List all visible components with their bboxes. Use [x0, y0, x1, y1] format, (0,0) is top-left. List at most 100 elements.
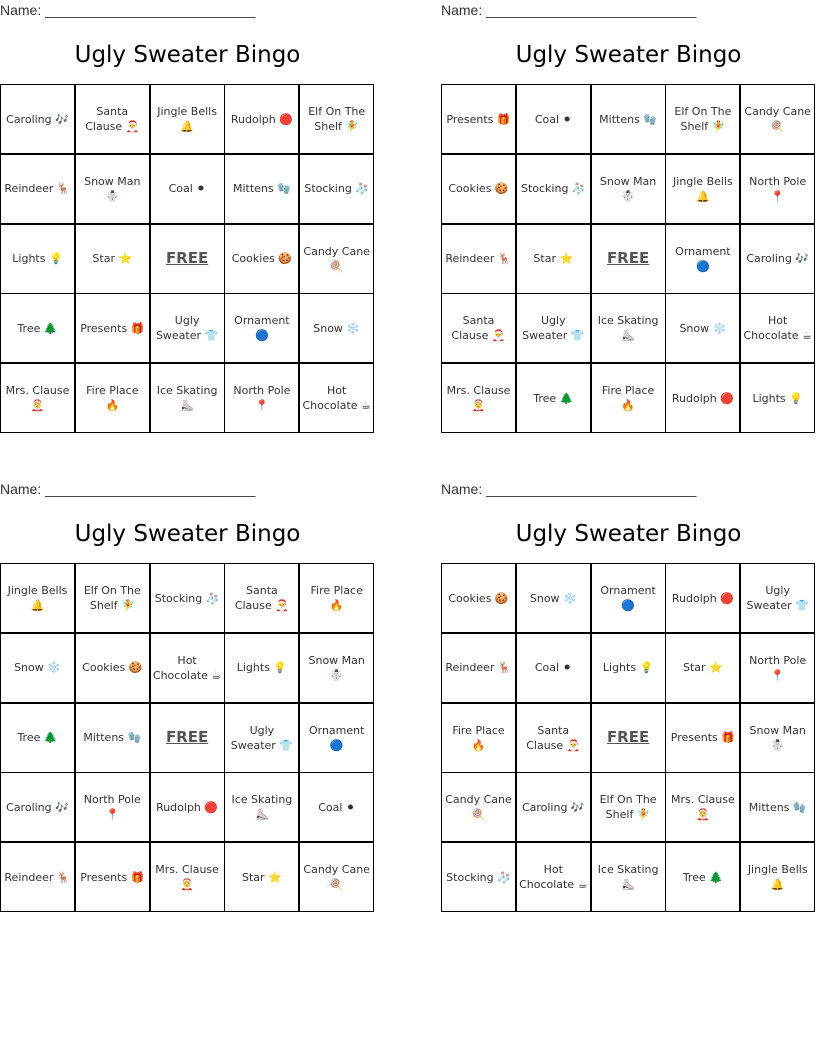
bingo-cell: Ice Skating ⛸️: [590, 293, 666, 364]
bingo-cell: Star ⭐: [515, 223, 591, 294]
bingo-cell: Ugly Sweater 👕: [740, 563, 816, 633]
bingo-cell: Rudolph 🔴: [224, 84, 300, 154]
bingo-cell: Star ⭐: [74, 223, 150, 294]
bingo-cell: Presents 🎁: [441, 84, 516, 154]
bingo-cell: Mittens 🧤: [590, 84, 666, 154]
bingo-cell: Ornament 🔵: [299, 702, 375, 773]
bingo-cell: Cookies 🍪: [441, 153, 516, 224]
bingo-cell: Fire Place 🔥: [299, 563, 375, 633]
bingo-cell: Jingle Bells 🔔: [149, 84, 225, 154]
bingo-cell: FREE: [590, 702, 666, 773]
bingo-cell: Lights 💡: [0, 223, 75, 294]
bingo-cell: Caroling 🎶: [0, 772, 75, 843]
bingo-cell: Jingle Bells 🔔: [665, 153, 741, 224]
card-title: Ugly Sweater Bingo: [515, 42, 742, 68]
bingo-cell: Presents 🎁: [665, 702, 741, 773]
bingo-cell: Ugly Sweater 👕: [224, 702, 300, 773]
bingo-cell: Mrs. Clause 🤶: [149, 842, 225, 913]
bingo-cell: Reindeer 🦌: [441, 223, 516, 294]
name-label: Name: ___________________________: [0, 2, 256, 18]
bingo-cell: Coal ⚫: [515, 84, 591, 154]
bingo-cell: Presents 🎁: [74, 842, 150, 913]
bingo-cell: Mittens 🧤: [740, 772, 816, 843]
bingo-cell: Coal ⚫: [149, 153, 225, 224]
bingo-cell: Ornament 🔵: [590, 563, 666, 633]
bingo-cell: Hot Chocolate ☕: [299, 363, 375, 434]
bingo-cell: Hot Chocolate ☕: [515, 842, 591, 913]
bingo-cell: Santa Clause 🎅: [515, 702, 591, 773]
bingo-cell: Elf On The Shelf 🧚: [665, 84, 741, 154]
bingo-cell: Ice Skating ⛸️: [590, 842, 666, 913]
bingo-cell: Jingle Bells 🔔: [0, 563, 75, 633]
bingo-cell: Star ⭐: [224, 842, 300, 913]
bingo-cell: North Pole 📍: [740, 632, 816, 703]
bingo-cell: Tree 🌲: [665, 842, 741, 913]
bingo-cell: Cookies 🍪: [74, 632, 150, 703]
bingo-cell: Ugly Sweater 👕: [515, 293, 591, 364]
bingo-cell: Reindeer 🦌: [0, 842, 75, 913]
bingo-cell: Elf On The Shelf 🧚: [74, 563, 150, 633]
bingo-cell: Hot Chocolate ☕: [149, 632, 225, 703]
bingo-cell: Fire Place 🔥: [441, 702, 516, 773]
bingo-cell: Mittens 🧤: [74, 702, 150, 773]
bingo-cell: Reindeer 🦌: [441, 632, 516, 703]
bingo-cell: Coal ⚫: [299, 772, 375, 843]
name-label: Name: ___________________________: [441, 2, 697, 18]
bingo-cell: Mrs. Clause 🤶: [441, 363, 516, 434]
bingo-cell: Mittens 🧤: [224, 153, 300, 224]
bingo-cell: Mrs. Clause 🤶: [665, 772, 741, 843]
bingo-cell: Ice Skating ⛸️: [149, 363, 225, 434]
bingo-cell: Tree 🌲: [0, 293, 75, 364]
bingo-cell: North Pole 📍: [74, 772, 150, 843]
bingo-cell: Rudolph 🔴: [149, 772, 225, 843]
bingo-cell: Snow Man ☃️: [74, 153, 150, 224]
bingo-cell: Cookies 🍪: [441, 563, 516, 633]
bingo-cell: Candy Cane 🍭: [299, 842, 375, 913]
bingo-cell: Ugly Sweater 👕: [149, 293, 225, 364]
bingo-cell: Lights 💡: [740, 363, 816, 434]
bingo-cell: Caroling 🎶: [740, 223, 816, 294]
bingo-cell: North Pole 📍: [224, 363, 300, 434]
bingo-cell: Snow ❄️: [515, 563, 591, 633]
bingo-cell: Presents 🎁: [74, 293, 150, 364]
bingo-cell: Hot Chocolate ☕: [740, 293, 816, 364]
bingo-cell: Snow Man ☃️: [590, 153, 666, 224]
bingo-cell: Snow ❄️: [0, 632, 75, 703]
bingo-cell: Candy Cane 🍭: [740, 84, 816, 154]
bingo-cell: Ornament 🔵: [224, 293, 300, 364]
bingo-cell: Lights 💡: [590, 632, 666, 703]
bingo-cell: FREE: [149, 223, 225, 294]
bingo-cell: Tree 🌲: [515, 363, 591, 434]
bingo-cell: Stocking 🧦: [149, 563, 225, 633]
card-title: Ugly Sweater Bingo: [515, 521, 742, 547]
bingo-cell: Candy Cane 🍭: [299, 223, 375, 294]
name-label: Name: ___________________________: [441, 481, 697, 497]
bingo-cell: Mrs. Clause 🤶: [0, 363, 75, 434]
bingo-cell: Elf On The Shelf 🧚: [590, 772, 666, 843]
bingo-cell: Reindeer 🦌: [0, 153, 75, 224]
bingo-cell: Cookies 🍪: [224, 223, 300, 294]
bingo-cell: Elf On The Shelf 🧚: [299, 84, 375, 154]
bingo-cell: Rudolph 🔴: [665, 363, 741, 434]
name-label: Name: ___________________________: [0, 481, 256, 497]
bingo-cell: Coal ⚫: [515, 632, 591, 703]
bingo-cell: Caroling 🎶: [0, 84, 75, 154]
card-title: Ugly Sweater Bingo: [74, 42, 301, 68]
bingo-cell: Snow Man ☃️: [299, 632, 375, 703]
bingo-cell: Santa Clause 🎅: [441, 293, 516, 364]
bingo-cell: Rudolph 🔴: [665, 563, 741, 633]
bingo-cell: Ice Skating ⛸️: [224, 772, 300, 843]
card-title: Ugly Sweater Bingo: [74, 521, 301, 547]
bingo-cell: Lights 💡: [224, 632, 300, 703]
bingo-cell: Candy Cane 🍭: [441, 772, 516, 843]
bingo-cell: Santa Clause 🎅: [224, 563, 300, 633]
bingo-cell: Caroling 🎶: [515, 772, 591, 843]
bingo-cell: Fire Place 🔥: [74, 363, 150, 434]
bingo-cell: Fire Place 🔥: [590, 363, 666, 434]
bingo-cell: Star ⭐: [665, 632, 741, 703]
bingo-cell: Stocking 🧦: [515, 153, 591, 224]
bingo-cell: Tree 🌲: [0, 702, 75, 773]
bingo-cell: Stocking 🧦: [299, 153, 375, 224]
bingo-cell: Snow ❄️: [299, 293, 375, 364]
